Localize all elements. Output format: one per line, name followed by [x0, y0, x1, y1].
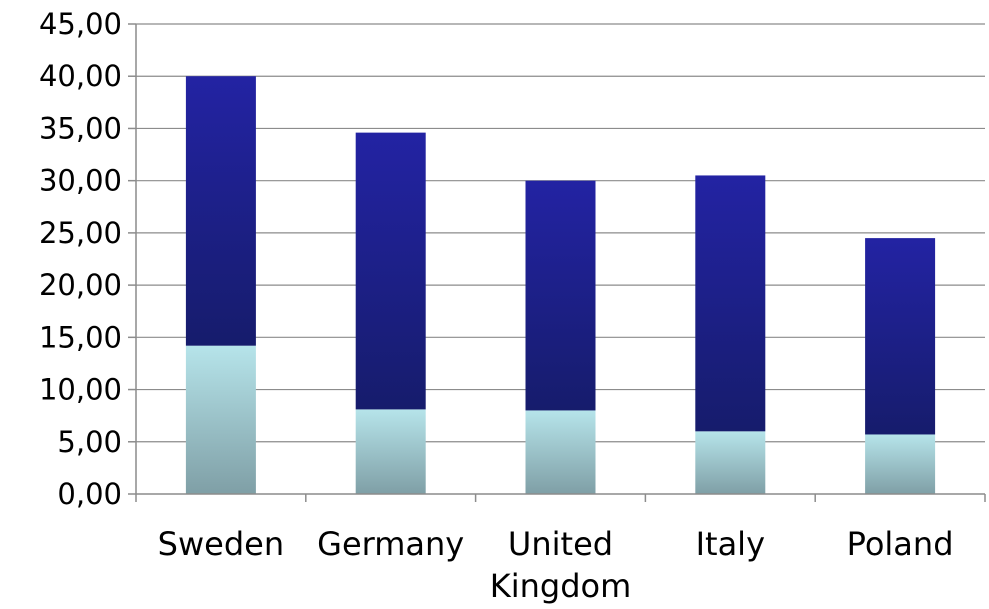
- bar-italy-segment-1: [695, 431, 766, 494]
- bar-poland-segment-1: [865, 434, 936, 494]
- y-tick-label: 20,00: [39, 268, 122, 302]
- bar-united-kingdom-segment-2: [525, 180, 596, 411]
- y-tick-label: 10,00: [39, 373, 122, 407]
- axes: [128, 23, 986, 502]
- bar-united-kingdom-segment-1: [525, 410, 596, 494]
- x-category-label: Poland: [847, 525, 954, 563]
- bars: [185, 76, 936, 494]
- y-tick-label: 0,00: [57, 477, 122, 511]
- y-tick-label: 35,00: [39, 111, 122, 145]
- bar-poland-segment-2: [865, 238, 936, 435]
- bar-germany-segment-1: [355, 409, 426, 494]
- y-tick-label: 5,00: [57, 425, 122, 459]
- bar-sweden-segment-2: [185, 76, 256, 346]
- bar-sweden-segment-1: [185, 345, 256, 494]
- x-category-label: United Kingdom: [490, 525, 632, 605]
- y-tick-label: 30,00: [39, 164, 122, 198]
- y-tick-label: 25,00: [39, 216, 122, 250]
- x-category-label: Germany: [317, 525, 464, 563]
- labels: 0,00 5,00 10,00 15,00 20,00 25,00 30,00 35,00 40…: [39, 7, 954, 605]
- bar-germany-segment-2: [355, 132, 426, 410]
- x-category-label: Italy: [696, 525, 765, 563]
- y-tick-label: 15,00: [39, 320, 122, 354]
- x-category-label: Sweden: [158, 525, 284, 563]
- y-tick-label: 40,00: [39, 59, 122, 93]
- bar-italy-segment-2: [695, 175, 766, 432]
- y-tick-label: 45,00: [39, 7, 122, 41]
